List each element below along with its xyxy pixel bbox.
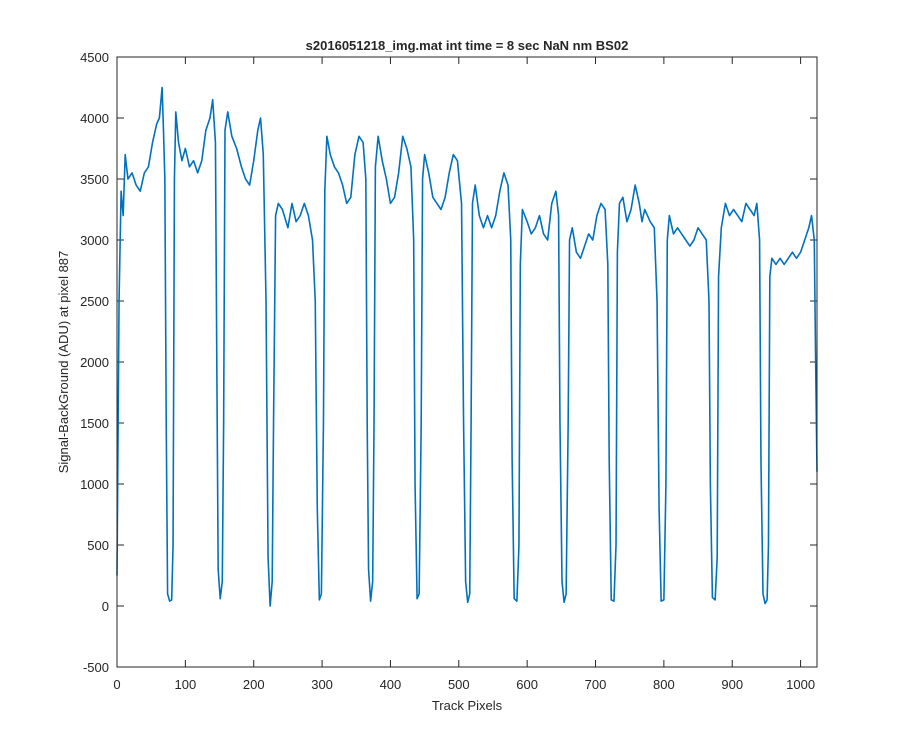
- x-tick-label: 500: [448, 677, 470, 692]
- x-tick-label: 0: [113, 677, 120, 692]
- y-tick-label: 1000: [80, 477, 109, 492]
- x-axis-label: Track Pixels: [432, 698, 503, 713]
- y-tick-label: 2000: [80, 355, 109, 370]
- x-tick-label: 200: [243, 677, 265, 692]
- y-axis-label: Signal-BackGround (ADU) at pixel 887: [56, 251, 71, 474]
- data-line: [116, 86, 818, 607]
- x-tick-label: 600: [516, 677, 538, 692]
- x-tick-label: 100: [175, 677, 197, 692]
- y-tick-label: 0: [102, 599, 109, 614]
- axes-box: [116, 56, 818, 668]
- y-tick-label: 3500: [80, 172, 109, 187]
- y-tick-label: 4000: [80, 111, 109, 126]
- x-tick-label: 700: [585, 677, 607, 692]
- x-tick-label: 900: [721, 677, 743, 692]
- x-tick-label: 1000: [786, 677, 815, 692]
- y-tick-label: 1500: [80, 416, 109, 431]
- y-tick-label: 4500: [80, 50, 109, 65]
- x-tick-label: 400: [380, 677, 402, 692]
- x-tick-label: 300: [311, 677, 333, 692]
- y-tick-label: 500: [87, 538, 109, 553]
- y-tick-label: -500: [83, 660, 109, 675]
- y-tick-label: 3000: [80, 233, 109, 248]
- chart-title: s2016051218_img.mat int time = 8 sec NaN…: [306, 38, 629, 53]
- x-tick-label: 800: [653, 677, 675, 692]
- plot-area: [117, 57, 817, 667]
- y-tick-label: 2500: [80, 294, 109, 309]
